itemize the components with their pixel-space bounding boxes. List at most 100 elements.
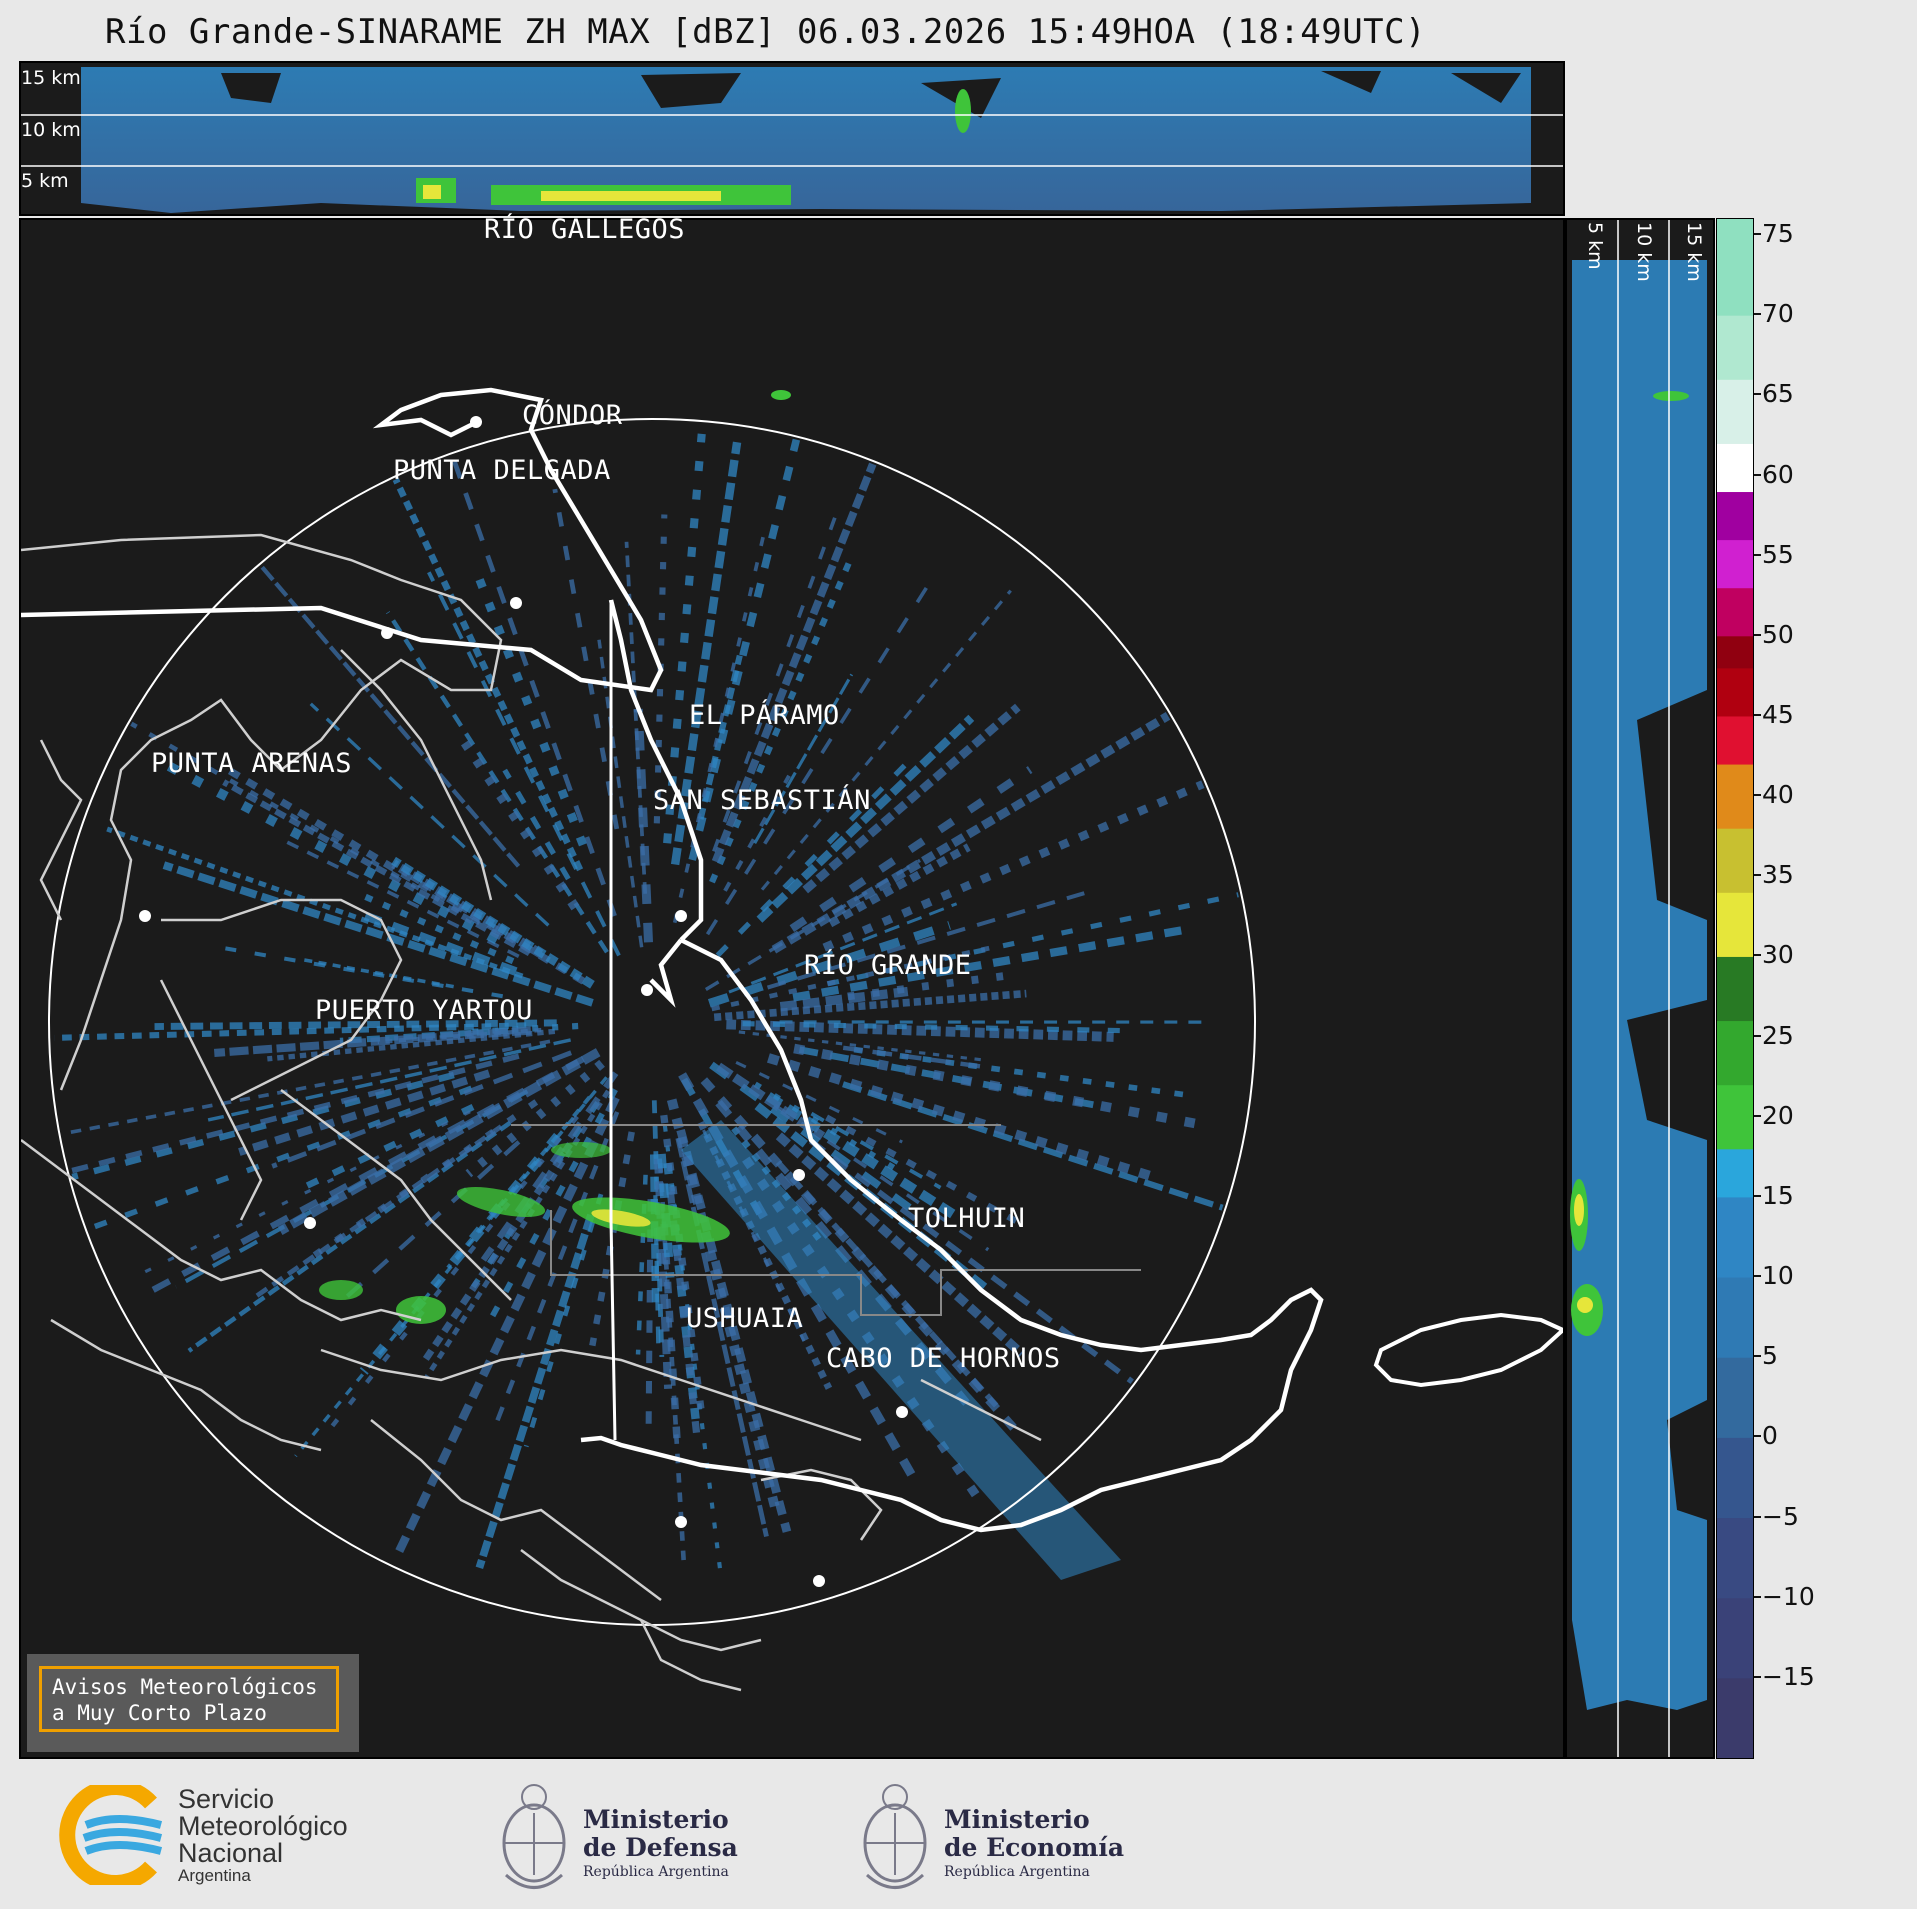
echo-ray — [792, 926, 1183, 1002]
echo-ray — [502, 768, 571, 881]
echo-patch-green-5 — [771, 390, 791, 400]
top-echo-region — [81, 67, 1531, 213]
echo-patch-yellow-1 — [591, 1209, 651, 1227]
colorbar-tick-label: 70 — [1762, 299, 1794, 329]
side-cross-section-plot — [1570, 220, 1707, 1757]
echo-ray — [713, 989, 1027, 1022]
city-label-puerto-yartou: PUERTO YARTOU — [315, 995, 533, 1026]
echo-ray — [87, 1085, 473, 1232]
colorbar-tick-label: 45 — [1762, 699, 1794, 729]
top-label-5km: 5 km — [21, 170, 69, 192]
echo-ray — [187, 1120, 512, 1353]
echo-ray — [391, 856, 595, 989]
colorbar-band-14 — [1717, 715, 1753, 765]
echo-ray — [704, 858, 921, 992]
echo-ray — [393, 1095, 620, 1557]
echo-ray — [707, 921, 951, 1008]
city-label-rio-grande: RÍO GRANDE — [804, 950, 972, 981]
echo-ray — [756, 714, 975, 923]
colorbar-tick-label: 25 — [1762, 1020, 1794, 1050]
echo-ray — [663, 433, 706, 844]
echo-ray — [277, 1048, 601, 1235]
echo-ray — [420, 1142, 573, 1365]
echo-ray — [213, 1026, 532, 1057]
top-label-10km: 10 km — [21, 119, 81, 141]
radar-map — [21, 387, 1563, 1692]
colorbar-band-11 — [1717, 892, 1753, 957]
side-label-10km: 10 km — [1633, 222, 1655, 282]
echo-ray — [789, 766, 1033, 932]
colorbar-tickmark — [1754, 1595, 1761, 1598]
colorbar-band-1 — [1717, 1597, 1753, 1679]
echo-ray — [793, 1043, 1205, 1130]
colorbar-band-19 — [1717, 491, 1753, 541]
echo-band-southeast — [681, 1120, 1121, 1580]
city-dot-tolhuin — [896, 1406, 908, 1418]
dbz-colorbar-scale — [1717, 219, 1753, 1758]
echo-ray — [779, 986, 909, 1012]
echo-ray — [715, 763, 907, 958]
echo-ray — [753, 673, 854, 844]
economia-logo-line-1: Ministerio — [944, 1805, 1090, 1834]
side-echo-region — [1572, 260, 1707, 1710]
echo-ray — [255, 1124, 503, 1298]
colorbar-tickmark — [1754, 1435, 1761, 1438]
city-dot-rio-gallegos — [470, 416, 482, 428]
echo-ray — [660, 1114, 705, 1412]
colorbar-tick-label: 5 — [1762, 1341, 1778, 1371]
dbz-colorbar — [1716, 218, 1754, 1759]
echo-ray — [106, 826, 524, 979]
colorbar-tickmark — [1754, 1275, 1761, 1278]
colorbar-tick-label: 55 — [1762, 539, 1794, 569]
city-label-tolhuin: TOLHUIN — [908, 1203, 1026, 1234]
echo-ray — [480, 1071, 619, 1262]
colorbar-tickmark — [1754, 473, 1761, 476]
colorbar-tick-label: 50 — [1762, 619, 1794, 649]
city-markers — [139, 416, 908, 1587]
smn-logo-icon — [59, 1785, 163, 1885]
side-label-5km: 5 km — [1584, 222, 1606, 270]
argentina-border-line — [609, 600, 617, 1441]
colorbar-tick-label: 20 — [1762, 1100, 1794, 1130]
echo-ray — [742, 1021, 1124, 1034]
echo-ray — [810, 1111, 942, 1190]
argentina-coastline — [21, 387, 1324, 1533]
smn-logo-line-4: Argentina — [178, 1866, 251, 1885]
colorbar-tick-label: 75 — [1762, 219, 1794, 249]
colorbar-band-12 — [1717, 828, 1753, 893]
echo-ray — [765, 1092, 957, 1219]
colorbar-tickmark — [1754, 553, 1761, 556]
city-dot-punta-delgada — [381, 627, 393, 639]
echo-ray — [766, 891, 1085, 990]
top-cross-section-plot — [21, 67, 1563, 213]
echo-ray — [222, 779, 531, 957]
colorbar-tickmark — [1754, 794, 1761, 797]
colorbar-band-10 — [1717, 956, 1753, 1022]
colorbar-band-16 — [1717, 635, 1753, 669]
colorbar-tick-label: −10 — [1762, 1581, 1815, 1611]
echo-ray — [309, 702, 550, 927]
side-cross-section-panel: 5 km 10 km 15 km — [1565, 218, 1715, 1759]
echo-ray — [775, 1132, 1026, 1358]
echo-ray — [299, 1103, 475, 1192]
city-label-san-sebastian: SAN SEBASTIÁN — [653, 785, 871, 816]
echo-ray — [678, 1072, 922, 1488]
warning-box: Avisos Meteorológicos a Muy Corto Plazo — [27, 1654, 359, 1752]
colorbar-tick-label: 10 — [1762, 1261, 1794, 1291]
city-dot-rio-grande — [793, 1169, 805, 1181]
echo-ray — [822, 780, 1205, 952]
echo-ray — [259, 565, 521, 868]
echo-ray — [309, 1099, 539, 1261]
colorbar-band-2 — [1717, 1517, 1753, 1599]
echo-ray — [775, 1160, 1002, 1412]
echo-ray — [853, 1046, 1188, 1098]
echo-ray — [552, 488, 620, 830]
city-label-el-paramo: EL PÁRAMO — [689, 700, 840, 731]
colorbar-tickmark — [1754, 874, 1761, 877]
radar-echo-rays — [54, 433, 1239, 1580]
echo-ray — [142, 1110, 471, 1275]
echo-ray — [842, 1081, 1224, 1211]
colorbar-band-7 — [1717, 1148, 1753, 1198]
side-echo-yellow-1 — [1574, 1194, 1584, 1226]
echo-ray — [162, 861, 594, 1007]
